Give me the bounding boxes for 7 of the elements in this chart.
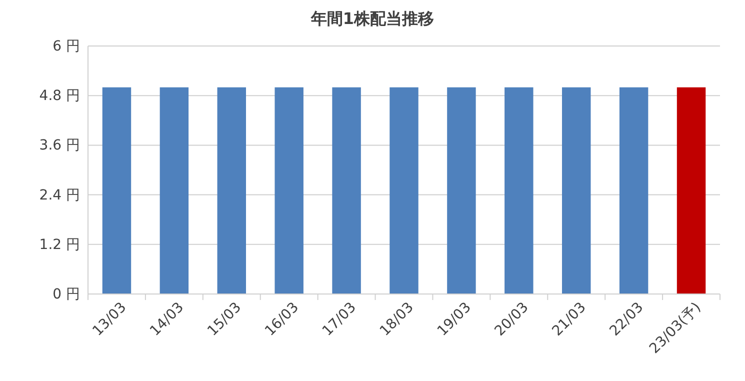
y-tick-label: 0 円 — [52, 286, 80, 302]
y-tick-label: 6 円 — [52, 38, 80, 54]
chart-title: 年間1株配当推移 — [310, 9, 434, 28]
y-tick-label: 1.2 円 — [39, 236, 80, 253]
y-tick-label: 4.8 円 — [39, 88, 80, 104]
y-tick-label: 2.4 円 — [39, 187, 80, 204]
y-tick-label: 3.6 円 — [39, 138, 80, 154]
